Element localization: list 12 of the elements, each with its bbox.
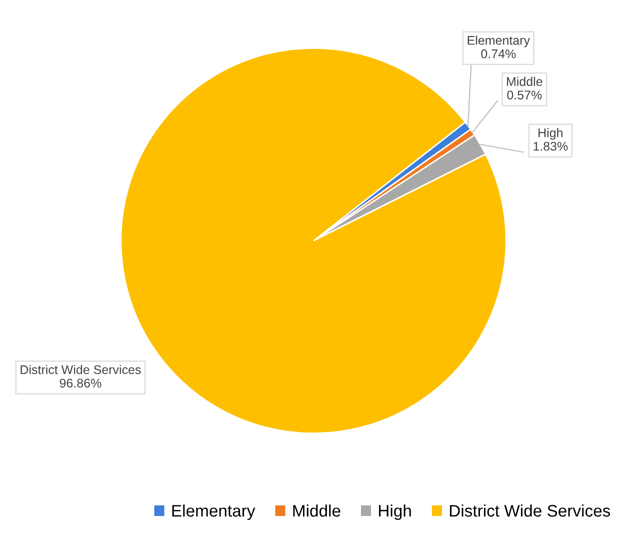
slice-label: District Wide Services — [20, 364, 141, 374]
slice-label: Middle — [507, 76, 542, 86]
legend-label: Middle — [293, 504, 340, 517]
data-label: 0.57% — [507, 90, 542, 100]
slice-label: High — [538, 128, 562, 140]
slice-label: Elementary — [468, 36, 530, 48]
data-label: 0.74% — [481, 49, 516, 58]
legend-label: Elementary — [172, 504, 256, 520]
legend-label: District Wide Services — [450, 504, 610, 517]
data-label: 1.83% — [534, 142, 568, 151]
legend-label: High — [379, 504, 411, 520]
data-label: 96.86% — [60, 378, 102, 388]
